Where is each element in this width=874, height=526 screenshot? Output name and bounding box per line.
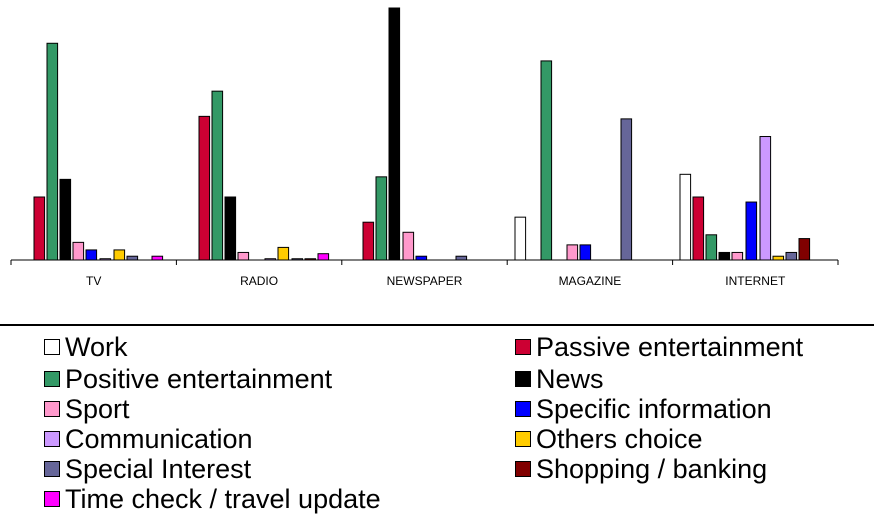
legend-label: News: [536, 363, 604, 394]
bar-tv-sport: [72, 241, 85, 261]
bar-newspaper-specific-information: [415, 255, 428, 261]
bar-magazine-special-interest: [620, 118, 633, 261]
legend-item: Communication: [44, 424, 253, 454]
bar-radio-positive-entertainment: [211, 90, 224, 261]
legend-swatch: [515, 461, 531, 477]
bar-internet-sport: [731, 251, 744, 261]
bar-internet-specific-information: [745, 201, 758, 261]
x-tick-label: RADIO: [240, 274, 278, 288]
bar-magazine-specific-information: [579, 244, 592, 261]
legend-swatch: [44, 401, 60, 417]
legend-swatch: [515, 401, 531, 417]
x-axis-labels: TV RADIO NEWSPAPER MAGAZINE INTERNET: [86, 274, 786, 288]
bar-group: [33, 7, 811, 261]
legend-item: News: [515, 364, 604, 394]
bar-internet-special-interest: [785, 251, 798, 261]
legend-item: Sport: [44, 394, 130, 424]
legend-item: Time check / travel update: [44, 484, 381, 514]
legend-swatch: [44, 339, 60, 355]
bar-radio-news: [224, 196, 237, 261]
legend-item: Positive entertainment: [44, 364, 332, 394]
x-tick-label: MAGAZINE: [559, 274, 622, 288]
x-tick-label: INTERNET: [725, 274, 786, 288]
legend-swatch: [44, 431, 60, 447]
legend-item: Shopping / banking: [515, 454, 767, 484]
bar-tv-positive-entertainment: [46, 42, 59, 261]
bar-internet-others-choice: [772, 255, 785, 261]
legend-label: Special Interest: [65, 453, 252, 484]
legend-label: Time check / travel update: [65, 483, 381, 514]
bar-internet-news: [718, 251, 731, 261]
bar-radio-sport: [237, 251, 250, 261]
legend-swatch: [44, 461, 60, 477]
bar-internet-passive-entertainment: [692, 196, 705, 261]
bar-newspaper-passive-entertainment: [362, 221, 375, 261]
legend-item: Specific information: [515, 394, 772, 424]
bar-radio-others-choice: [277, 246, 290, 261]
legend-item: Passive entertainment: [515, 332, 803, 362]
x-tick-label: NEWSPAPER: [387, 274, 463, 288]
bar-magazine-work: [514, 216, 527, 261]
bar-magazine-sport: [566, 244, 579, 261]
bar-tv-special-interest: [126, 255, 139, 261]
legend-label: Specific information: [536, 393, 772, 424]
legend-label: Passive entertainment: [536, 331, 804, 362]
legend-swatch: [515, 431, 531, 447]
legend-item: Others choice: [515, 424, 703, 454]
legend-label: Sport: [65, 393, 130, 424]
bar-newspaper-special-interest: [455, 255, 468, 261]
legend-swatch: [515, 339, 531, 355]
bar-radio-passive-entertainment: [198, 115, 211, 261]
bar-internet-communication: [759, 136, 772, 261]
legend-label: Work: [65, 331, 128, 362]
bar-newspaper-news: [388, 7, 401, 261]
bar-tv-passive-entertainment: [33, 196, 46, 261]
bar-newspaper-sport: [402, 231, 415, 261]
bar-tv-time-check-travel-update: [151, 255, 164, 261]
legend-item: Special Interest: [44, 454, 251, 484]
x-axis-ticks: [10, 260, 839, 265]
bar-internet-positive-entertainment: [705, 234, 718, 261]
legend-label: Positive entertainment: [65, 363, 333, 394]
legend-swatch: [44, 491, 60, 507]
bar-chart: TV RADIO NEWSPAPER MAGAZINE INTERNET: [10, 7, 839, 288]
bar-radio-time-check-travel-update: [317, 253, 330, 261]
bar-magazine-positive-entertainment: [540, 60, 553, 261]
legend-label: Others choice: [536, 423, 703, 454]
legend-divider: [0, 324, 874, 326]
bar-internet-work: [679, 173, 692, 261]
legend-item: Work: [44, 332, 128, 362]
bar-newspaper-positive-entertainment: [375, 176, 388, 261]
legend-swatch: [44, 371, 60, 387]
bar-tv-others-choice: [113, 249, 126, 261]
bar-tv-news: [59, 178, 72, 261]
x-tick-label: TV: [86, 274, 101, 288]
legend-label: Communication: [65, 423, 253, 454]
legend-label: Shopping / banking: [536, 453, 768, 484]
legend-swatch: [515, 371, 531, 387]
bar-internet-shopping-banking: [798, 238, 811, 261]
bar-tv-specific-information: [85, 249, 98, 261]
